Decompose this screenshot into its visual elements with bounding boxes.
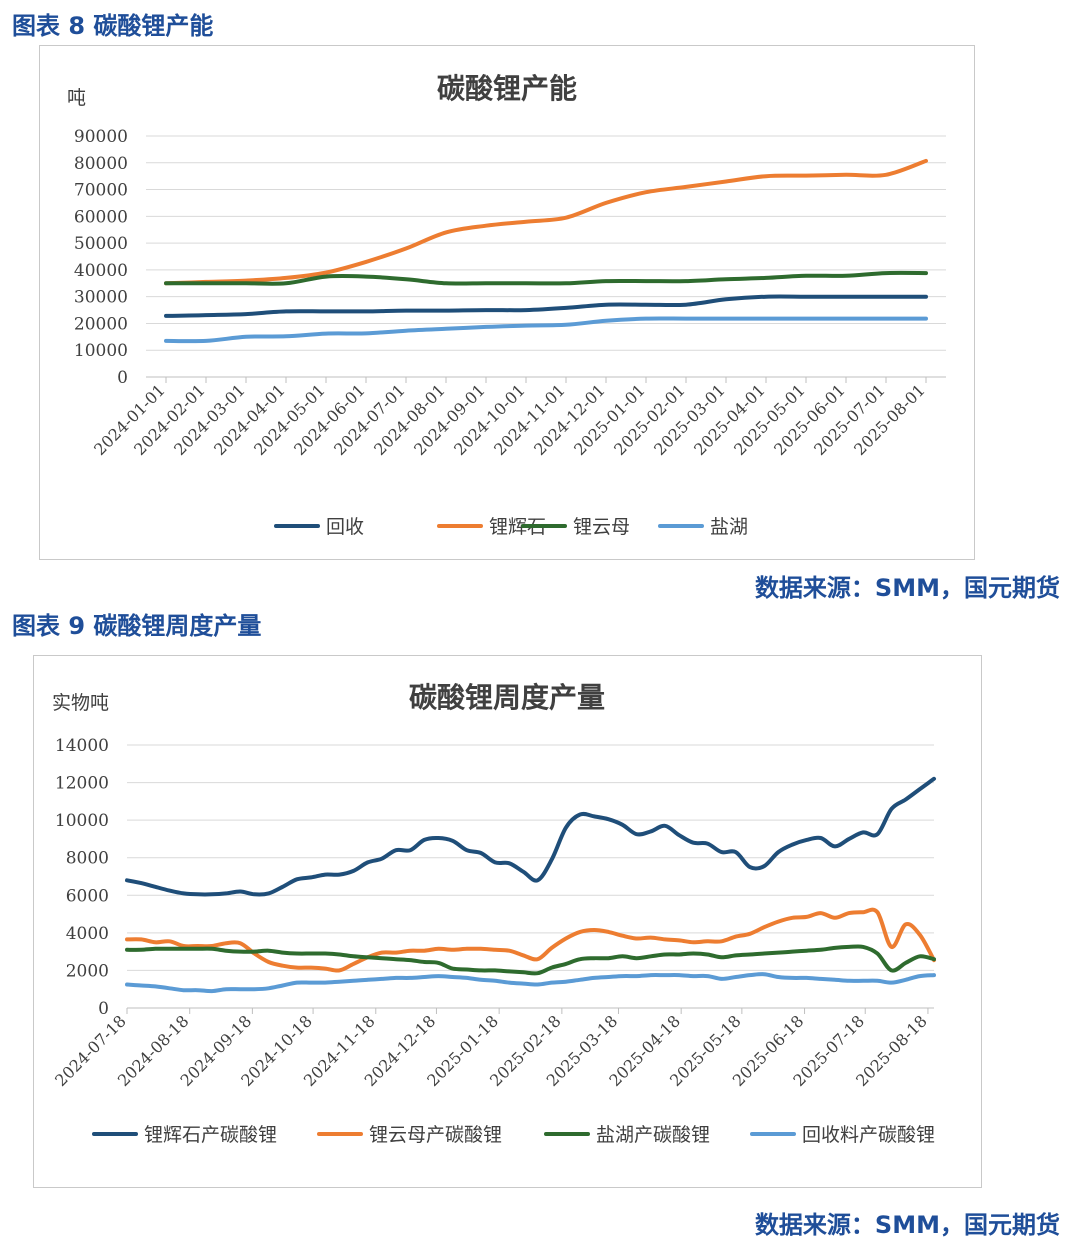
y-tick-label: 8000 xyxy=(66,849,109,869)
series-line-4 xyxy=(164,316,928,344)
legend-label-4: 盐湖 xyxy=(710,516,748,538)
series-line-3 xyxy=(125,944,936,976)
y-tick-label: 0 xyxy=(98,999,109,1019)
legend-label-2: 锂辉石 xyxy=(489,516,546,538)
y-tick-label: 80000 xyxy=(74,154,128,174)
legend: 回收 锂辉石 锂云母 盐湖 xyxy=(274,516,748,538)
y-tick-label: 14000 xyxy=(55,736,109,756)
legend-label-3: 锂云母 xyxy=(573,516,630,538)
y-axis-label: 实物吨 xyxy=(52,692,109,714)
chart-title: 碳酸锂周度产量 xyxy=(409,681,605,714)
legend-label-3: 盐湖产碳酸锂 xyxy=(596,1124,710,1146)
weekly-output-chart: 碳酸锂周度产量 实物吨 0 2000 4000 6000 8000 10000 12000 140… xyxy=(51,681,936,1146)
legend-label-1: 回收 xyxy=(326,516,364,538)
legend: 锂辉石产碳酸锂 锂云母产碳酸锂 盐湖产碳酸锂 回收料产碳酸锂 xyxy=(92,1124,935,1146)
source-note-8: 数据来源：SMM，国元期货 xyxy=(754,574,1060,602)
y-tick-label: 0 xyxy=(117,368,128,388)
chart-panel-capacity: 碳酸锂产能 吨 0 10000 20000 30000 40000 50000 60000 700… xyxy=(39,45,975,560)
chart-panel-weekly-output: 碳酸锂周度产量 实物吨 0 2000 4000 6000 8000 10000 12000 140… xyxy=(33,655,982,1188)
y-tick-label: 6000 xyxy=(66,886,109,906)
series-line-4 xyxy=(125,972,936,994)
series-line-3 xyxy=(164,270,928,286)
y-tick-label: 20000 xyxy=(74,314,128,334)
y-tick-label: 40000 xyxy=(74,261,128,281)
figure-8-caption: 图表 8 碳酸锂产能 xyxy=(12,12,214,40)
y-tick-label: 12000 xyxy=(55,774,109,794)
legend-label-4: 回收料产碳酸锂 xyxy=(802,1124,935,1146)
series-line-2 xyxy=(164,158,928,286)
y-tick-label: 90000 xyxy=(74,127,128,147)
y-tick-label: 50000 xyxy=(74,234,128,254)
y-tick-label: 70000 xyxy=(74,181,128,201)
y-tick-label: 2000 xyxy=(66,961,109,981)
series-line-2 xyxy=(125,907,936,973)
y-tick-label: 30000 xyxy=(74,288,128,308)
source-note-9: 数据来源：SMM，国元期货 xyxy=(754,1211,1060,1239)
y-tick-label: 10000 xyxy=(55,811,109,831)
series-line-1 xyxy=(125,776,936,897)
y-tick-label: 60000 xyxy=(74,207,128,227)
legend-label-2: 锂云母产碳酸锂 xyxy=(369,1124,502,1146)
chart-title: 碳酸锂产能 xyxy=(437,72,577,105)
series-line-1 xyxy=(164,294,928,318)
y-axis-label: 吨 xyxy=(67,87,86,109)
y-tick-label: 4000 xyxy=(66,924,109,944)
figure-9-caption: 图表 9 碳酸锂周度产量 xyxy=(12,612,262,640)
capacity-chart: 碳酸锂产能 吨 0 10000 20000 30000 40000 50000 60000 700… xyxy=(67,72,946,538)
y-tick-label: 10000 xyxy=(74,341,128,361)
legend-label-1: 锂辉石产碳酸锂 xyxy=(144,1124,277,1146)
